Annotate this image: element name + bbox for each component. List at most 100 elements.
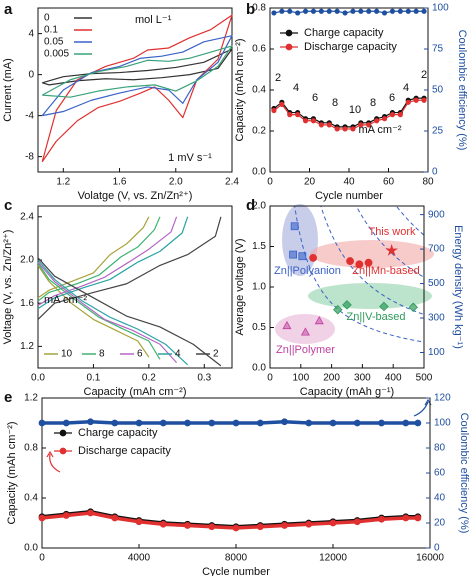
x-tick-label: 0 xyxy=(267,177,273,188)
legend-label: 6 xyxy=(137,349,143,360)
y-tick-label: 0.5 xyxy=(252,322,266,333)
y2-tick-label: 900 xyxy=(428,209,445,220)
marker xyxy=(413,97,419,103)
legend-label: 2 xyxy=(213,349,219,360)
marker xyxy=(414,514,422,522)
series-label: This work xyxy=(368,226,416,238)
marker xyxy=(364,258,373,267)
marker xyxy=(358,122,364,128)
marker xyxy=(332,304,343,315)
annotation: 4 xyxy=(403,82,409,94)
y2-tick-label: 120 xyxy=(434,393,451,404)
annotation: 6 xyxy=(389,92,395,104)
marker xyxy=(290,222,299,231)
marker xyxy=(353,419,361,427)
y-tick-label: 0.4 xyxy=(252,85,266,96)
marker xyxy=(232,524,240,532)
marker xyxy=(305,520,313,528)
series-line xyxy=(37,216,178,364)
y2-tick-label: 100 xyxy=(428,347,445,358)
annotation: 8 xyxy=(332,97,338,109)
y2-tick-label: 100 xyxy=(432,3,449,14)
marker xyxy=(342,126,348,132)
x-tick-label: 0 xyxy=(39,553,45,564)
marker xyxy=(135,518,143,526)
x-axis-label: Cycle number xyxy=(315,190,383,202)
x-tick-label: 16000 xyxy=(416,553,444,564)
y-tick-label: -4 xyxy=(25,110,34,121)
marker xyxy=(289,250,298,259)
series-label: Zn||V-based xyxy=(347,311,406,323)
marker xyxy=(389,8,396,14)
marker xyxy=(271,10,277,16)
y2-axis-label: Energy density (Wh kg⁻¹) xyxy=(452,225,464,349)
x-tick-label: 100 xyxy=(292,373,309,384)
marker xyxy=(256,523,264,531)
marker xyxy=(208,419,216,427)
panel-label: d xyxy=(246,197,255,214)
y-tick-label: -8 xyxy=(25,151,34,162)
y-tick-label: 0.0 xyxy=(252,167,266,178)
y-tick-label: 1.0 xyxy=(252,282,266,293)
series-line xyxy=(37,216,150,358)
y-tick-label: 0.8 xyxy=(24,443,38,454)
y-tick-label: 0.6 xyxy=(252,44,266,55)
y-tick-label: 0.4 xyxy=(24,493,38,504)
x-tick-label: 60 xyxy=(383,177,395,188)
marker xyxy=(413,8,419,14)
y2-tick-label: 80 xyxy=(434,443,446,454)
region xyxy=(310,240,434,268)
marker xyxy=(282,320,292,330)
marker xyxy=(408,302,418,313)
arrow-head xyxy=(46,450,54,458)
marker xyxy=(366,122,372,128)
marker xyxy=(358,8,364,14)
x-tick-label: 0.1 xyxy=(86,373,100,384)
annotation: 8 xyxy=(370,97,376,109)
marker xyxy=(326,122,332,128)
series-line xyxy=(37,216,161,360)
y2-tick-label: 300 xyxy=(428,313,445,324)
annotation: 2 xyxy=(421,69,427,81)
series-line xyxy=(41,14,233,163)
marker xyxy=(334,8,340,14)
marker xyxy=(38,514,46,522)
arrow xyxy=(413,401,429,417)
marker xyxy=(402,419,410,427)
marker xyxy=(314,315,324,325)
legend-marker xyxy=(285,43,293,51)
x-tick-label: 2.0 xyxy=(169,177,183,188)
legend-label: Charge capacity xyxy=(304,27,384,39)
x-tick-label: 20 xyxy=(304,177,316,188)
x-axis-label: Volatge (V, vs. Zn/Zn²⁺) xyxy=(78,190,193,202)
marker xyxy=(111,514,119,522)
legend-label: 0.1 xyxy=(44,25,58,36)
legend-label: 10 xyxy=(61,349,73,360)
legend-label: 0.005 xyxy=(44,49,69,60)
legend-marker xyxy=(285,29,293,37)
marker xyxy=(342,300,352,310)
marker xyxy=(421,8,427,14)
y-tick-label: 2.0 xyxy=(252,201,266,212)
x-tick-label: 500 xyxy=(416,373,433,384)
y-tick-label: 0.8 xyxy=(252,3,266,14)
y2-tick-label: 75 xyxy=(432,44,444,55)
legend-label: Discharge capacity xyxy=(304,41,397,53)
y2-tick-label: 60 xyxy=(434,468,446,479)
marker xyxy=(350,8,356,14)
y-tick-label: 0.0 xyxy=(252,363,266,374)
y-tick-label: 0 xyxy=(28,69,34,80)
x-axis-label: Capacity (mAh g⁻¹) xyxy=(300,386,394,398)
marker xyxy=(302,118,309,124)
x-tick-label: 2.4 xyxy=(225,177,239,188)
marker xyxy=(329,419,337,427)
marker xyxy=(381,10,388,16)
marker xyxy=(38,419,46,427)
marker xyxy=(62,512,70,519)
y2-axis-label: Coulombic efficiency (%) xyxy=(456,30,468,151)
annotation: 4 xyxy=(293,82,299,94)
panel-label: b xyxy=(246,1,255,18)
marker xyxy=(279,8,285,14)
marker xyxy=(389,112,396,118)
